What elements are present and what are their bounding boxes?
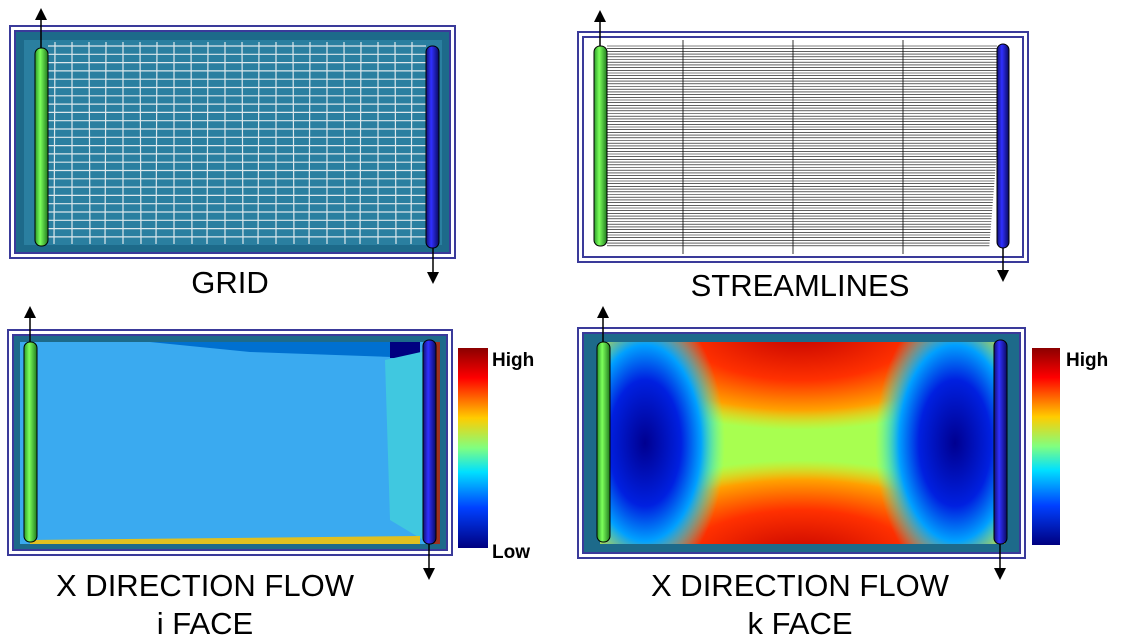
caption: GRID — [191, 265, 269, 300]
legend-high: High — [1066, 350, 1108, 371]
caption: k FACE — [747, 606, 852, 640]
figure: GRID STREAMLINES High Low X DIRECTION FL… — [0, 0, 1127, 640]
caption: i FACE — [157, 606, 253, 640]
streamlines-panel: STREAMLINES — [578, 16, 1028, 303]
i-face-panel: High Low X DIRECTION FLOW i FACE — [8, 312, 534, 640]
legend-low: Low — [492, 542, 530, 563]
caption: X DIRECTION FLOW — [56, 568, 355, 603]
caption: X DIRECTION FLOW — [651, 568, 950, 603]
caption: STREAMLINES — [691, 268, 910, 303]
grid-panel: GRID — [10, 14, 455, 300]
legend-high: High — [492, 350, 534, 371]
